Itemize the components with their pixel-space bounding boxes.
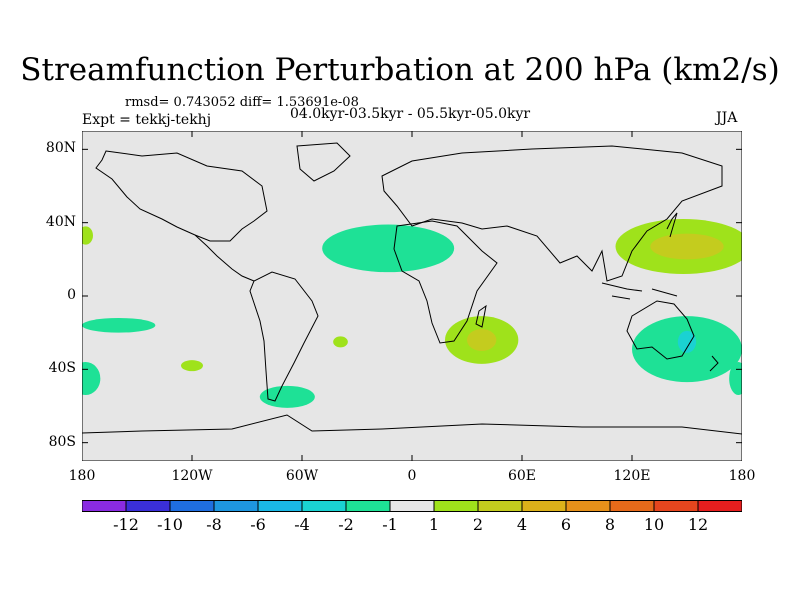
colorbar-box <box>82 500 127 512</box>
lon-label: 120E <box>613 468 651 484</box>
colorbar-box <box>565 500 611 512</box>
coastline-antarctica <box>82 414 742 435</box>
colorbar-box <box>389 500 435 512</box>
coastline-madagascar <box>475 304 487 328</box>
colorbar-boxes <box>82 500 742 512</box>
lon-label: 180 <box>728 468 756 484</box>
colorbar-box <box>521 500 567 512</box>
lon-label: 0 <box>407 468 417 484</box>
colorbar-label: 10 <box>643 515 665 534</box>
colorbar-label: 8 <box>604 515 616 534</box>
anomaly-layer <box>82 219 742 408</box>
anomaly-south-america-tip-negative <box>259 385 315 408</box>
colorbar-label: -8 <box>206 515 222 534</box>
colorbar-label: 1 <box>428 515 440 534</box>
anomaly-southern-africa-positive-core <box>467 329 497 351</box>
colorbar-label: -1 <box>382 515 398 534</box>
colorbar-label: 2 <box>472 515 484 534</box>
colorbar-label: -6 <box>250 515 266 534</box>
anomaly-east-pacific-subtropical-positive <box>82 226 93 245</box>
anomaly-north-atlantic-sahara-negative <box>322 224 455 273</box>
colorbar <box>82 500 742 512</box>
page-title: Streamfunction Perturbation at 200 hPa (… <box>20 52 780 88</box>
coastline-greenland <box>296 142 351 182</box>
anomaly-australia-negative-core <box>677 330 697 353</box>
anomaly-dateline-south-negative-west <box>82 362 101 395</box>
lat-label: 80N <box>45 140 76 157</box>
lon-label: 60W <box>285 468 319 484</box>
colorbar-label: 6 <box>560 515 572 534</box>
colorbar-box <box>433 500 479 512</box>
colorbar-box <box>477 500 523 512</box>
colorbar-box <box>213 500 259 512</box>
colorbar-box <box>301 500 347 512</box>
map-background <box>82 131 742 461</box>
anomaly-south-pacific-positive-small <box>181 360 203 372</box>
colorbar-box <box>125 500 171 512</box>
lat-label: 40N <box>45 213 76 230</box>
axis-ticks <box>82 131 742 461</box>
coastline-maritime-continent <box>601 282 678 300</box>
colorbar-label: -10 <box>157 515 183 534</box>
lon-label: 180 <box>68 468 96 484</box>
coastlines <box>82 142 742 435</box>
colorbar-box <box>697 500 742 512</box>
colorbar-label: -4 <box>294 515 310 534</box>
colorbar-box <box>169 500 215 512</box>
colorbar-box <box>345 500 391 512</box>
colorbar-box <box>653 500 699 512</box>
colorbar-box <box>609 500 655 512</box>
lat-label: 0 <box>67 287 76 303</box>
lon-label: 60E <box>507 468 537 484</box>
experiment-label: Expt = tekkj-tekhj <box>82 112 212 128</box>
colorbar-label: 12 <box>687 515 709 534</box>
colorbar-label: -2 <box>338 515 354 534</box>
colorbar-box <box>257 500 303 512</box>
coastline-australia <box>626 300 695 360</box>
anomaly-east-asia-positive-core <box>650 233 724 260</box>
lat-label: 80S <box>48 433 76 450</box>
period-label: 04.0kyr-03.5kyr - 05.5kyr-05.0kyr <box>290 106 531 122</box>
coastline-north-america <box>95 150 268 242</box>
anomaly-south-atlantic-positive-small <box>333 336 348 348</box>
coastline-eurasia <box>381 145 723 282</box>
stats-line: rmsd= 0.743052 diff= 1.53691e-08 <box>125 95 359 110</box>
coastline-south-america <box>249 271 319 402</box>
lon-label: 120W <box>171 468 213 484</box>
season-label: JJA <box>716 110 738 126</box>
lat-label: 40S <box>48 360 76 377</box>
coastline-central-america <box>194 234 255 282</box>
map-plot <box>82 131 742 461</box>
coastline-japan <box>666 212 678 238</box>
coastline-new-zealand <box>709 355 719 372</box>
anomaly-dateline-south-negative-east <box>729 362 742 395</box>
colorbar-label: -12 <box>113 515 139 534</box>
colorbar-label: 4 <box>516 515 528 534</box>
anomaly-southeast-pacific-negative <box>82 318 156 333</box>
coastline-africa <box>393 220 498 344</box>
